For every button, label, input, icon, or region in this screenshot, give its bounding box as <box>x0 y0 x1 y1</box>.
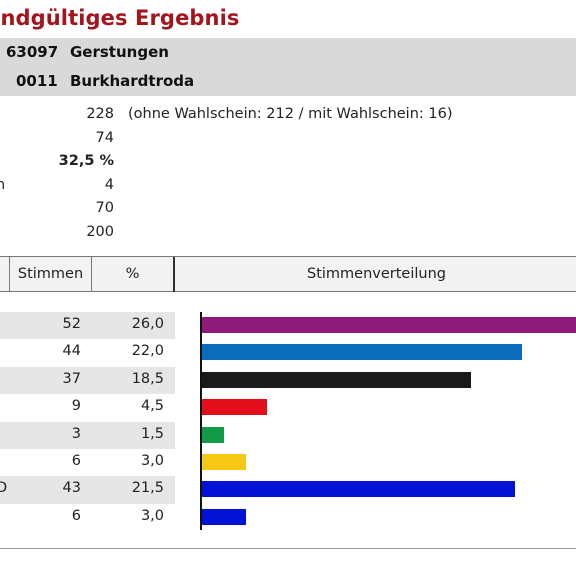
percent-cell: 1,5 <box>140 425 164 442</box>
votes-cell: 6 <box>71 452 81 469</box>
stat-value: 228 <box>86 106 114 122</box>
percent-column-header: % <box>92 257 175 292</box>
stat-value: 200 <box>86 223 114 240</box>
votes-cell: 43 <box>62 480 81 497</box>
municipality-name: Gerstungen <box>70 43 169 61</box>
table-row: D 43 21,5 <box>0 476 576 504</box>
table-row: 3 1,5 <box>0 421 576 449</box>
stat-row: 228 (ohne Wahlschein: 212 / mit Wahlschei… <box>0 106 576 130</box>
stat-value: 32,5 % <box>58 153 114 170</box>
stat-row: 70 <box>0 200 576 224</box>
votes-column-header: Stimmen <box>10 257 92 292</box>
municipality-bar: 63097 Gerstungen <box>0 38 576 67</box>
percent-cell: 18,5 <box>131 370 164 387</box>
row-background <box>0 312 175 340</box>
stat-row: 74 <box>0 130 576 154</box>
table-row: 52 26,0 <box>0 312 576 340</box>
table-row: 9 4,5 <box>0 394 576 421</box>
vote-bar <box>202 481 515 498</box>
vote-bar <box>202 399 268 416</box>
percent-cell: 26,0 <box>131 316 164 332</box>
row-background <box>0 421 175 449</box>
page-title: Endgültiges Ergebnis <box>0 6 240 30</box>
row-background <box>0 366 175 395</box>
votes-cell: 9 <box>71 398 81 415</box>
stat-row: 32,5 % <box>0 153 576 177</box>
stat-label: n <box>0 176 6 193</box>
stat-row: 200 <box>0 224 576 248</box>
percent-cell: 22,0 <box>131 343 164 360</box>
stat-value: 70 <box>95 200 114 217</box>
turnout-stats: 228 (ohne Wahlschein: 212 / mit Wahlschei… <box>0 106 576 248</box>
votes-cell: 3 <box>71 425 81 442</box>
title-area: Endgültiges Ergebnis <box>0 0 576 38</box>
distribution-column-header: Stimmenverteilung <box>307 266 446 282</box>
votes-cell: 52 <box>62 316 81 332</box>
table-row: 44 22,0 <box>0 339 576 366</box>
table-row: 6 3,0 <box>0 449 576 476</box>
percent-cell: 3,0 <box>140 507 164 524</box>
table-bottom-rule <box>0 548 576 549</box>
votes-cell: 44 <box>62 343 81 360</box>
party-column-header <box>0 257 10 292</box>
vote-bar <box>202 317 576 333</box>
votes-cell: 6 <box>71 507 81 524</box>
percent-cell: 3,0 <box>140 452 164 469</box>
stat-note: (ohne Wahlschein: 212 / mit Wahlschein: … <box>128 106 453 122</box>
table-row: 6 3,0 <box>0 504 576 531</box>
district-bar: 0011 Burkhardtroda <box>0 67 576 96</box>
stat-value: 74 <box>95 129 114 146</box>
district-name: Burkhardtroda <box>70 72 195 90</box>
chart-axis <box>200 312 202 530</box>
vote-bar <box>202 508 246 525</box>
vote-bar <box>202 344 523 361</box>
vote-bar <box>202 426 224 443</box>
district-code: 0011 <box>16 72 58 90</box>
municipality-code: 63097 <box>6 43 59 61</box>
stat-value: 4 <box>104 176 114 193</box>
party-label: D <box>0 480 8 497</box>
row-background <box>0 476 175 504</box>
percent-cell: 4,5 <box>140 398 164 415</box>
vote-bar <box>202 453 246 470</box>
results-table-header: Stimmen % Stimmenverteilung <box>0 256 576 292</box>
votes-cell: 37 <box>62 370 81 387</box>
results-table-body: 52 26,0 44 22,0 37 18,5 9 4,5 3 1,5 6 3,0 D 43 21,5 6 3,… <box>0 312 576 531</box>
percent-cell: 21,5 <box>131 480 164 497</box>
vote-bar <box>202 371 472 388</box>
table-row: 37 18,5 <box>0 366 576 395</box>
